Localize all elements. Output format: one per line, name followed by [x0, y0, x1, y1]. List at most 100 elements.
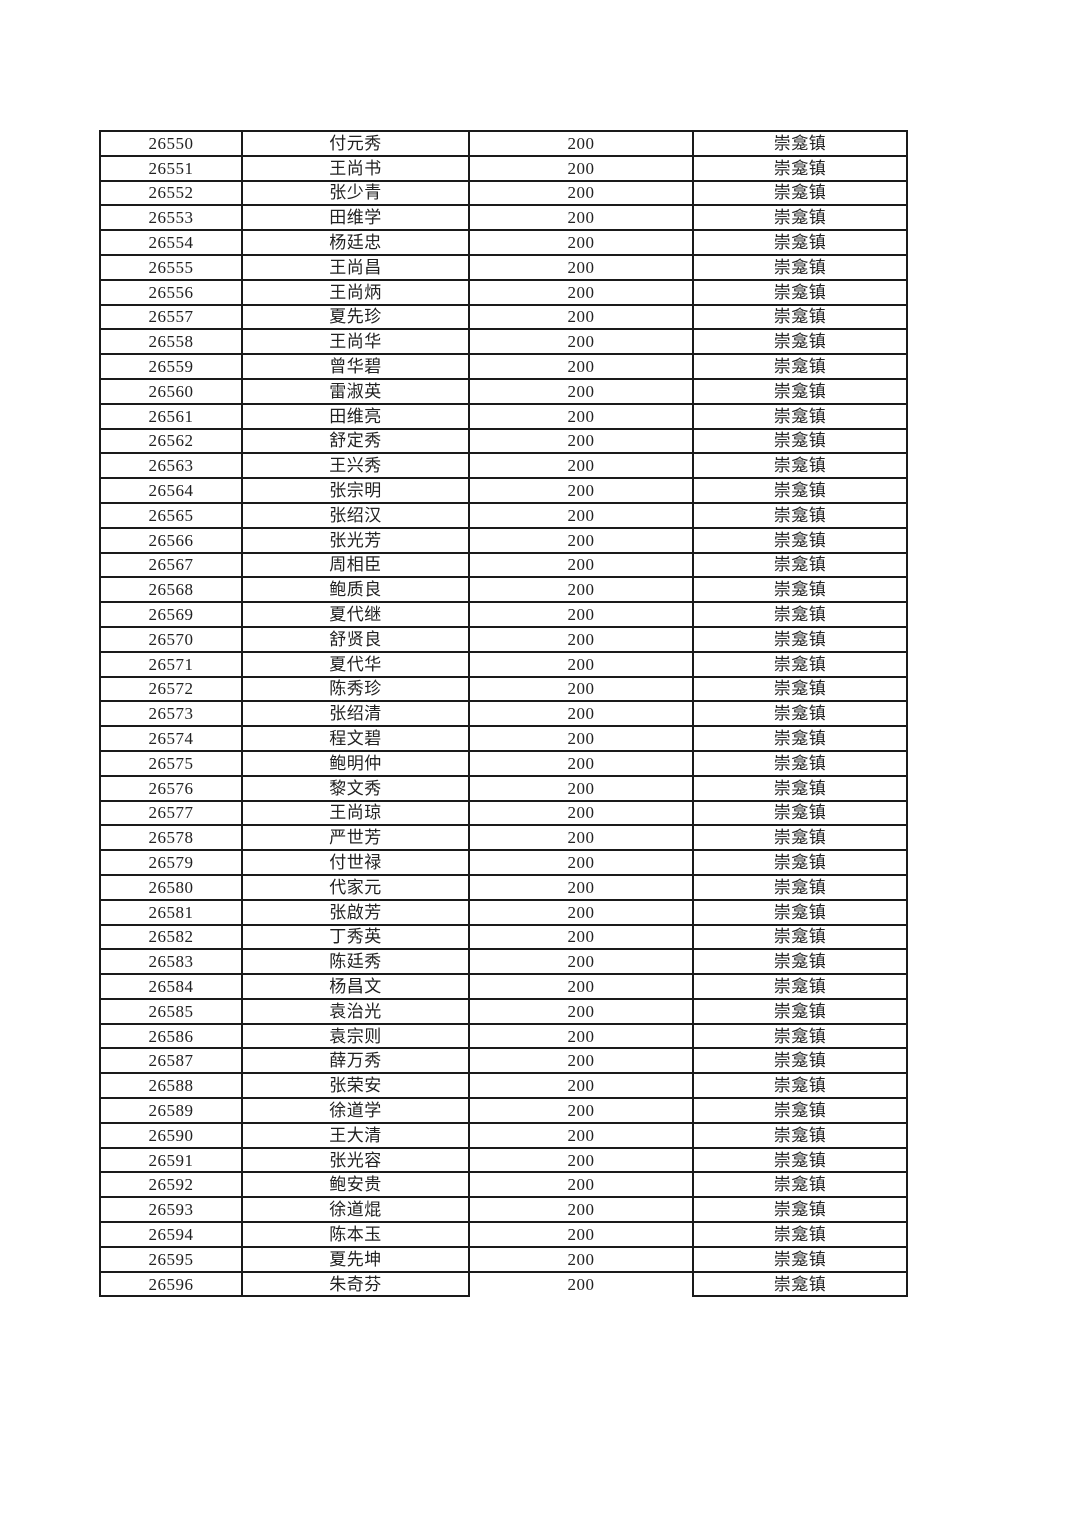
- amount-cell: 200: [468, 229, 694, 256]
- town-cell: 崇龛镇: [692, 154, 908, 182]
- town-cell: 崇龛镇: [692, 923, 908, 951]
- town-cell: 崇龛镇: [692, 997, 908, 1025]
- roll-number-cell: 26570: [99, 625, 243, 653]
- town-cell: 崇龛镇: [692, 427, 908, 455]
- table-row: 26559 曾华碧 200 崇龛镇: [99, 353, 908, 380]
- amount-cell: 200: [468, 1121, 694, 1149]
- person-name-cell: 陈本玉: [241, 1221, 470, 1248]
- amount-cell: 200: [468, 948, 694, 976]
- person-name-cell: 王尚昌: [241, 253, 470, 281]
- person-name-cell: 付世禄: [241, 849, 470, 876]
- person-name-cell: 张宗明: [241, 477, 470, 504]
- roll-number-cell: 26574: [99, 725, 243, 752]
- town-cell: 崇龛镇: [692, 477, 908, 504]
- amount-cell: 200: [468, 1097, 694, 1124]
- person-name-cell: 雷淑英: [241, 377, 470, 405]
- amount-cell: 200: [468, 1196, 694, 1224]
- table-row: 26562 舒定秀 200 崇龛镇: [99, 427, 908, 455]
- person-name-cell: 徐道焜: [241, 1196, 470, 1224]
- table-row: 26565 张绍汉 200 崇龛镇: [99, 501, 908, 529]
- amount-cell: 200: [468, 1245, 694, 1273]
- roll-number-cell: 26552: [99, 179, 243, 207]
- person-name-cell: 袁宗则: [241, 1022, 470, 1050]
- table-row: 26582 丁秀英 200 崇龛镇: [99, 923, 908, 951]
- table-row: 26592 鲍安贵 200 崇龛镇: [99, 1171, 908, 1199]
- amount-cell: 200: [468, 130, 694, 157]
- roll-number-cell: 26577: [99, 799, 243, 827]
- roll-number-cell: 26555: [99, 253, 243, 281]
- person-name-cell: 朱奇芬: [241, 1270, 470, 1298]
- table-row: 26558 王尚华 200 崇龛镇: [99, 328, 908, 356]
- town-cell: 崇龛镇: [692, 278, 908, 306]
- person-name-cell: 舒定秀: [241, 427, 470, 455]
- roll-number-cell: 26578: [99, 824, 243, 852]
- person-name-cell: 夏代继: [241, 601, 470, 628]
- roll-number-cell: 26564: [99, 477, 243, 504]
- town-cell: 崇龛镇: [692, 526, 908, 554]
- person-name-cell: 程文碧: [241, 725, 470, 752]
- person-name-cell: 杨昌文: [241, 973, 470, 1000]
- roll-number-cell: 26563: [99, 452, 243, 480]
- table-row: 26577 王尚琼 200 崇龛镇: [99, 799, 908, 827]
- table-row: 26576 黎文秀 200 崇龛镇: [99, 774, 908, 802]
- amount-cell: 200: [468, 973, 694, 1000]
- roll-number-cell: 26561: [99, 402, 243, 430]
- town-cell: 崇龛镇: [692, 601, 908, 628]
- amount-cell: 200: [468, 799, 694, 827]
- roll-number-cell: 26587: [99, 1047, 243, 1075]
- person-name-cell: 张光容: [241, 1146, 470, 1174]
- amount-cell: 200: [468, 1270, 694, 1297]
- table-row: 26573 张绍清 200 崇龛镇: [99, 700, 908, 728]
- person-name-cell: 王尚琼: [241, 799, 470, 827]
- town-cell: 崇龛镇: [692, 576, 908, 604]
- amount-cell: 200: [468, 997, 694, 1025]
- roll-number-cell: 26595: [99, 1245, 243, 1273]
- person-name-cell: 夏代华: [241, 650, 470, 678]
- roll-number-cell: 26591: [99, 1146, 243, 1174]
- amount-cell: 200: [468, 601, 694, 628]
- town-cell: 崇龛镇: [692, 849, 908, 876]
- town-cell: 崇龛镇: [692, 1245, 908, 1273]
- town-cell: 崇龛镇: [692, 1146, 908, 1174]
- amount-cell: 200: [468, 303, 694, 331]
- roll-number-cell: 26583: [99, 948, 243, 976]
- town-cell: 崇龛镇: [692, 1022, 908, 1050]
- amount-cell: 200: [468, 1072, 694, 1100]
- person-name-cell: 薛万秀: [241, 1047, 470, 1075]
- payment-roster-table: 26550 付元秀 200 崇龛镇 26551 王尚书 200 崇龛镇 26552 张少青 200 崇…: [99, 130, 908, 1298]
- town-cell: 崇龛镇: [692, 725, 908, 752]
- person-name-cell: 袁治光: [241, 997, 470, 1025]
- amount-cell: 200: [468, 477, 694, 504]
- roll-number-cell: 26594: [99, 1221, 243, 1248]
- table-row: 26584 杨昌文 200 崇龛镇: [99, 973, 908, 1000]
- person-name-cell: 张绍清: [241, 700, 470, 728]
- town-cell: 崇龛镇: [692, 179, 908, 207]
- person-name-cell: 陈廷秀: [241, 948, 470, 976]
- table-row: 26590 王大清 200 崇龛镇: [99, 1121, 908, 1149]
- amount-cell: 200: [468, 873, 694, 901]
- town-cell: 崇龛镇: [692, 824, 908, 852]
- amount-cell: 200: [468, 675, 694, 703]
- town-cell: 崇龛镇: [692, 1072, 908, 1100]
- table-row: 26560 雷淑英 200 崇龛镇: [99, 377, 908, 405]
- town-cell: 崇龛镇: [692, 675, 908, 703]
- amount-cell: 200: [468, 849, 694, 876]
- person-name-cell: 王尚炳: [241, 278, 470, 306]
- table-row: 26552 张少青 200 崇龛镇: [99, 179, 908, 207]
- amount-cell: 200: [468, 402, 694, 430]
- person-name-cell: 田维学: [241, 204, 470, 232]
- table-row: 26556 王尚炳 200 崇龛镇: [99, 278, 908, 306]
- person-name-cell: 张绍汉: [241, 501, 470, 529]
- roll-number-cell: 26588: [99, 1072, 243, 1100]
- roll-number-cell: 26553: [99, 204, 243, 232]
- amount-cell: 200: [468, 749, 694, 777]
- amount-cell: 200: [468, 824, 694, 852]
- roll-number-cell: 26571: [99, 650, 243, 678]
- person-name-cell: 舒贤良: [241, 625, 470, 653]
- person-name-cell: 王兴秀: [241, 452, 470, 480]
- town-cell: 崇龛镇: [692, 799, 908, 827]
- roll-number-cell: 26580: [99, 873, 243, 901]
- amount-cell: 200: [468, 179, 694, 207]
- person-name-cell: 夏先珍: [241, 303, 470, 331]
